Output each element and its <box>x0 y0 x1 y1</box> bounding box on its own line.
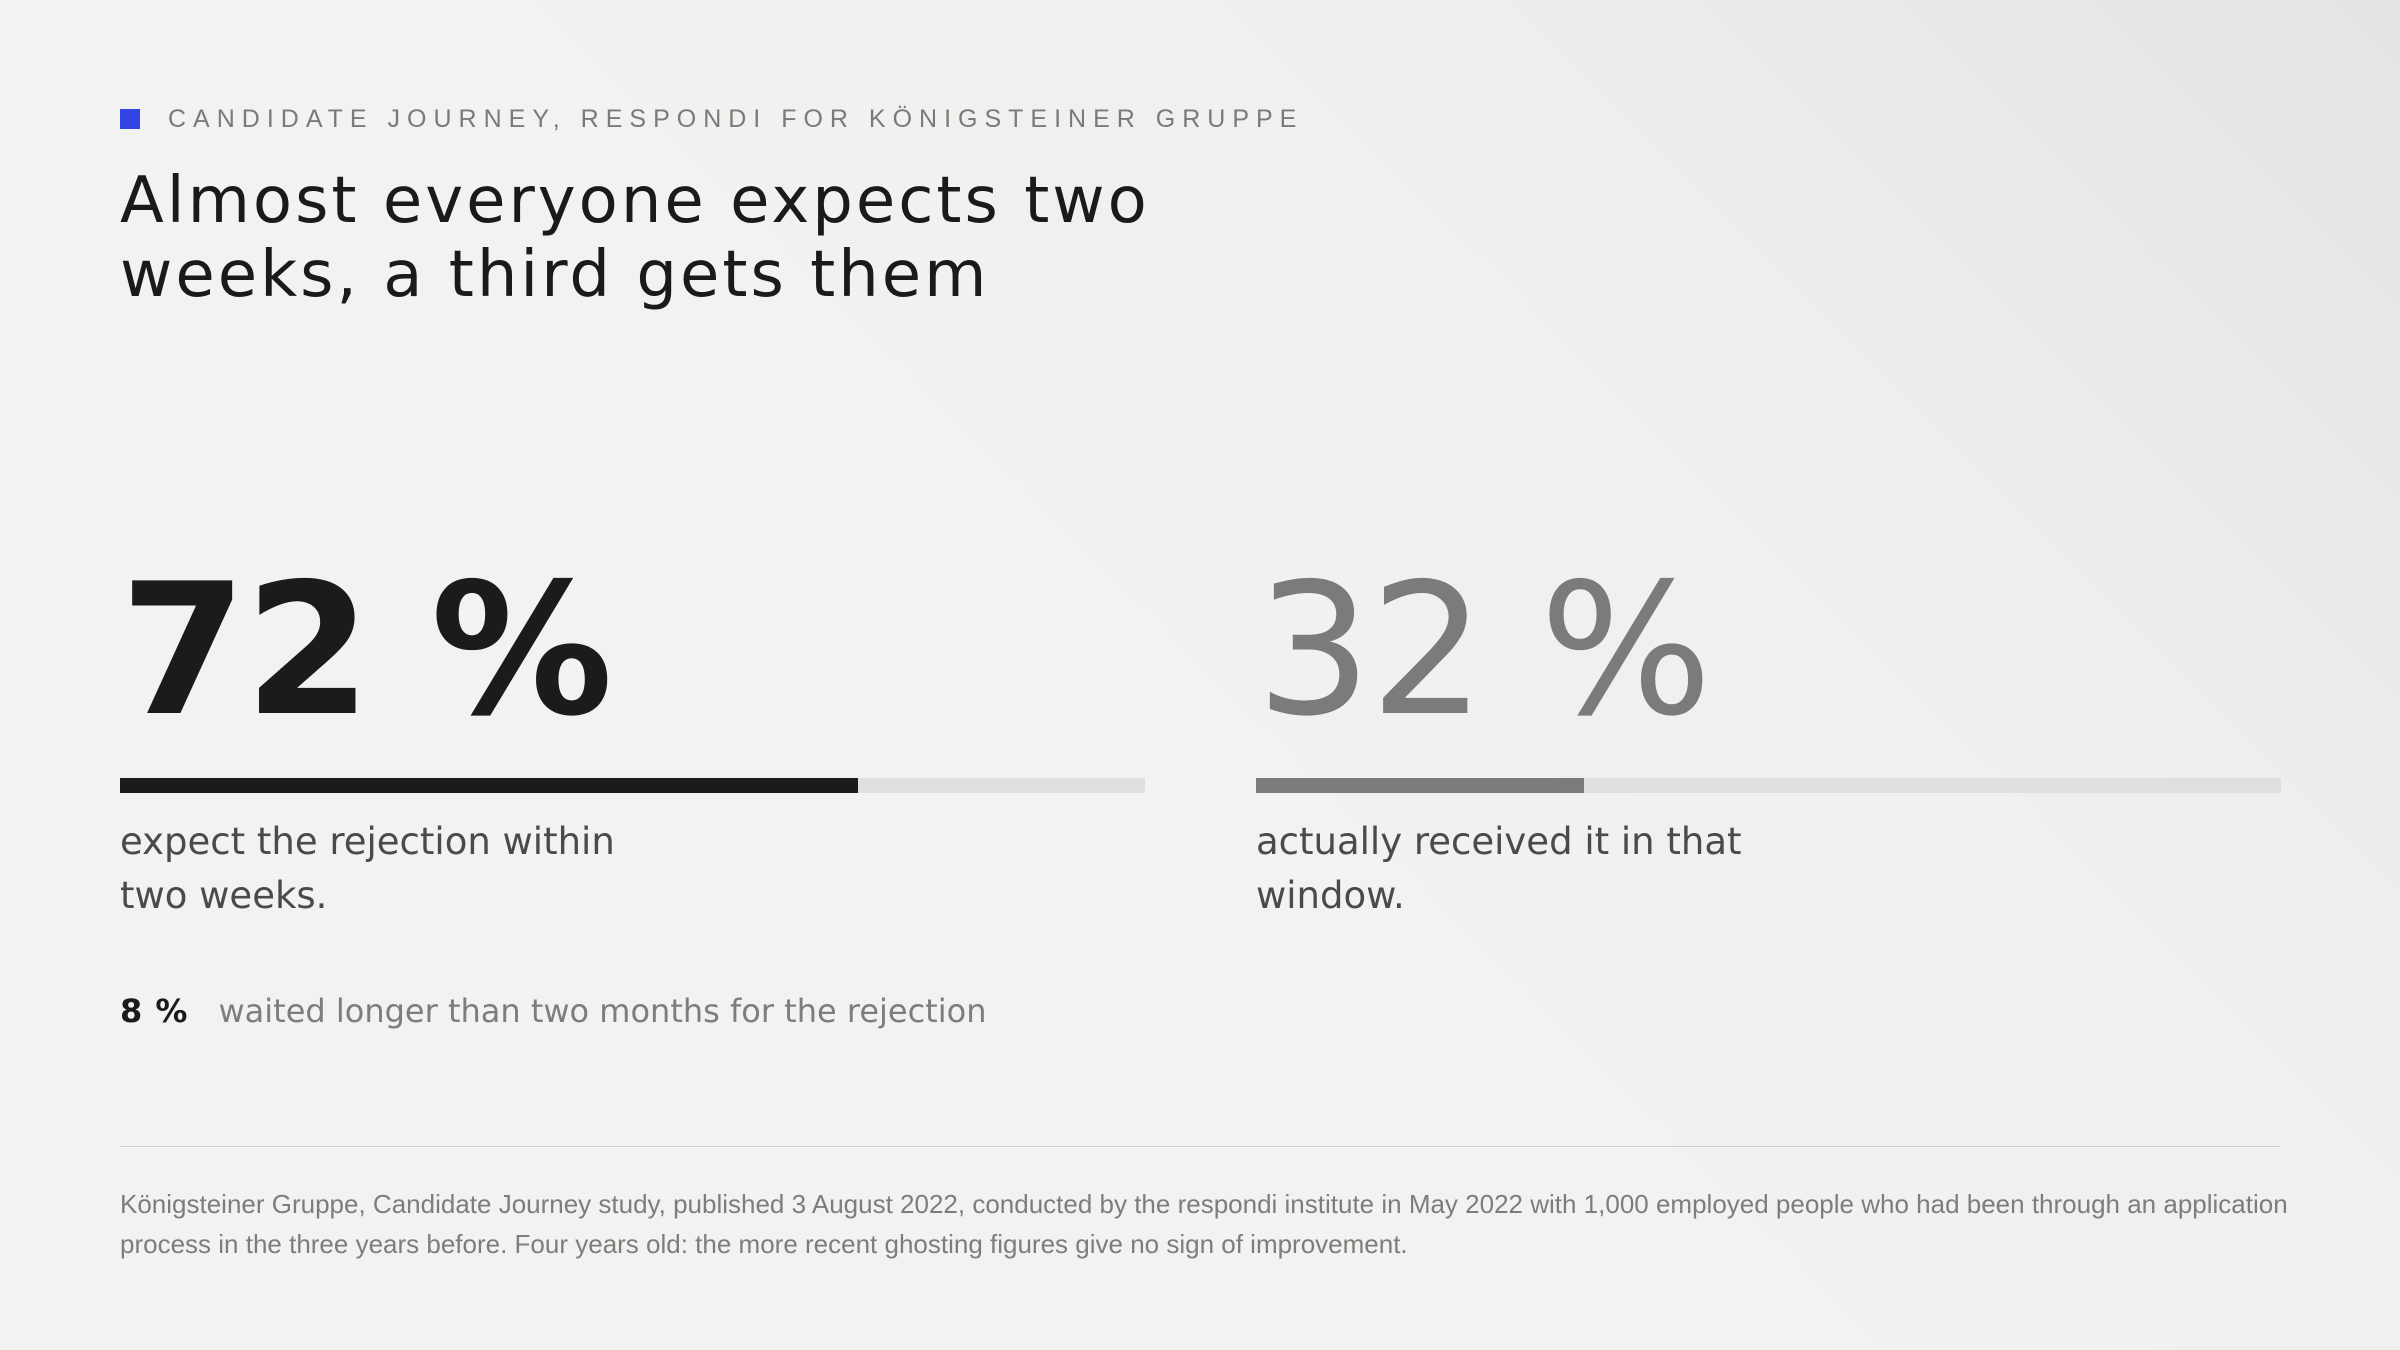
divider <box>120 1146 2280 1147</box>
page-title: Almost everyone expects two weeks, a thi… <box>120 164 1150 312</box>
stat-received-bar-fill <box>1256 778 1584 793</box>
stat-expected-bar <box>120 778 1145 793</box>
source-note: Königsteiner Gruppe, Candidate Journey s… <box>120 1189 2288 1259</box>
secondary-stat-text: waited longer than two months for the re… <box>218 992 987 1030</box>
stat-received-bar <box>1256 778 2281 793</box>
stat-received-caption: actually received it in that window. <box>1256 820 1742 917</box>
stat-expected-caption: expect the rejection within two weeks. <box>120 820 615 917</box>
eyebrow: CANDIDATE JOURNEY, RESPONDI FOR KÖNIGSTE… <box>120 104 1303 134</box>
stat-received-value: 32 % <box>1256 544 1712 756</box>
stat-expected-bar-fill <box>120 778 858 793</box>
eyebrow-label: CANDIDATE JOURNEY, RESPONDI FOR KÖNIGSTE… <box>168 104 1304 133</box>
secondary-stat: 8 % waited longer than two months for th… <box>120 992 986 1030</box>
stat-expected: 72 % expect the rejection within two wee… <box>120 544 1145 923</box>
stat-received: 32 % actually received it in that window… <box>1256 544 2281 923</box>
accent-square <box>120 109 140 129</box>
stat-expected-value: 72 % <box>120 544 613 756</box>
secondary-stat-value: 8 % <box>120 992 189 1030</box>
